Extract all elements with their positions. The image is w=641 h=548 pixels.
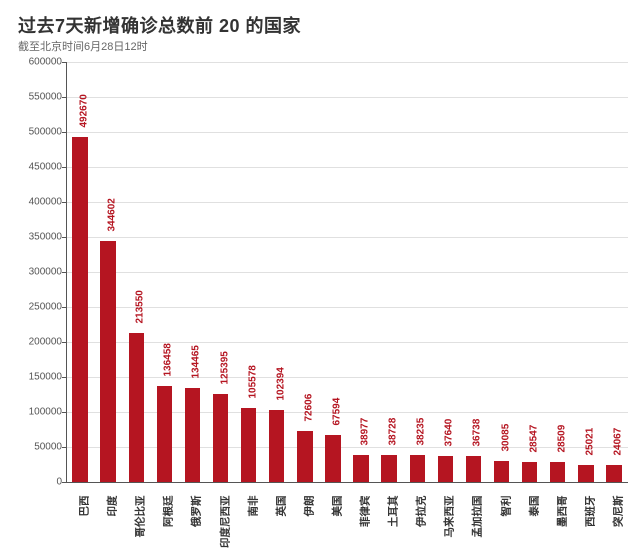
bar (72, 137, 87, 482)
y-tick-label: 0 (18, 477, 62, 488)
category-label: 南非 (245, 475, 260, 496)
y-tick-label: 250000 (18, 302, 62, 313)
gridline (66, 97, 628, 98)
bar-value-label: 24067 (612, 428, 623, 456)
category-label: 哥伦比亚 (133, 454, 148, 496)
bar-value-label: 102394 (275, 367, 286, 400)
gridline (66, 237, 628, 238)
category-label: 菲律宾 (358, 464, 373, 496)
category-label: 智利 (498, 475, 513, 496)
bar-value-label: 134465 (191, 345, 202, 378)
category-label: 阿根廷 (161, 464, 176, 496)
y-axis-line (66, 62, 67, 482)
category-label: 俄罗斯 (189, 464, 204, 496)
category-label: 马来西亚 (442, 454, 457, 496)
bar-value-label: 105578 (247, 365, 258, 398)
bar-value-label: 72606 (303, 394, 314, 422)
y-tick-label: 200000 (18, 337, 62, 348)
bar-value-label: 38728 (388, 418, 399, 446)
category-label: 伊拉克 (414, 464, 429, 496)
y-tick-label: 100000 (18, 407, 62, 418)
bar-value-label: 30085 (500, 424, 511, 452)
bar (100, 241, 115, 482)
bar-value-label: 344602 (107, 198, 118, 231)
gridline (66, 62, 628, 63)
y-tick-label: 300000 (18, 267, 62, 278)
bar-value-label: 492670 (79, 94, 90, 127)
category-label: 西班牙 (582, 464, 597, 496)
bar-value-label: 38977 (360, 417, 371, 445)
bar-value-label: 36738 (472, 419, 483, 447)
gridline (66, 167, 628, 168)
category-label: 美国 (329, 475, 344, 496)
gridline (66, 412, 628, 413)
category-label: 墨西哥 (554, 464, 569, 496)
gridline (66, 342, 628, 343)
y-tick-label: 350000 (18, 232, 62, 243)
gridline (66, 272, 628, 273)
bar-value-label: 25021 (584, 427, 595, 455)
category-label: 孟加拉国 (470, 454, 485, 496)
category-label: 英国 (273, 475, 288, 496)
bar-value-label: 37640 (444, 418, 455, 446)
plot-area: 492670 344602 213550 136458 134465 125395 1055… (66, 62, 628, 482)
category-label: 土耳其 (386, 464, 401, 496)
bar-value-label: 136458 (163, 344, 174, 377)
y-tick-label: 550000 (18, 92, 62, 103)
y-tick-label: 50000 (18, 442, 62, 453)
bar-value-label: 28547 (528, 425, 539, 453)
gridline (66, 202, 628, 203)
gridline (66, 377, 628, 378)
bar (269, 410, 284, 482)
category-label: 突尼斯 (610, 464, 625, 496)
chart-subtitle: 截至北京时间6月28日12时 (18, 38, 148, 54)
gridline (66, 307, 628, 308)
gridline (66, 447, 628, 448)
bar-value-label: 213550 (135, 290, 146, 323)
bar-value-label: 125395 (219, 351, 230, 384)
y-tick-label: 400000 (18, 197, 62, 208)
x-axis-line (66, 482, 628, 483)
bar-value-label: 38235 (416, 418, 427, 446)
category-label: 泰国 (526, 475, 541, 496)
y-tick-label: 600000 (18, 57, 62, 68)
category-label: 印度尼西亚 (217, 443, 232, 496)
y-tick-label: 450000 (18, 162, 62, 173)
chart-title: 过去7天新增确诊总数前 20 的国家 (18, 12, 301, 38)
bar-value-label: 67594 (331, 397, 342, 425)
bar-value-label: 28509 (556, 425, 567, 453)
y-tick-label: 150000 (18, 372, 62, 383)
category-label: 伊朗 (301, 475, 316, 496)
y-tick-label: 500000 (18, 127, 62, 138)
category-label: 巴西 (77, 475, 92, 496)
bar-chart: 492670 344602 213550 136458 134465 125395 1055… (18, 62, 628, 522)
category-label: 印度 (105, 475, 120, 496)
gridline (66, 132, 628, 133)
bar (241, 408, 256, 482)
